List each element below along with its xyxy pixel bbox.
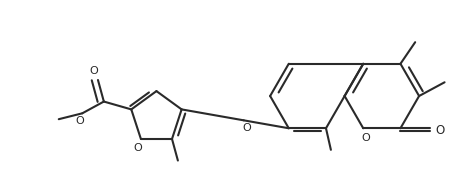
Text: O: O <box>243 123 251 133</box>
Text: O: O <box>75 116 84 126</box>
Text: O: O <box>90 66 98 76</box>
Text: O: O <box>134 143 142 153</box>
Text: O: O <box>435 124 444 137</box>
Text: O: O <box>362 133 370 143</box>
